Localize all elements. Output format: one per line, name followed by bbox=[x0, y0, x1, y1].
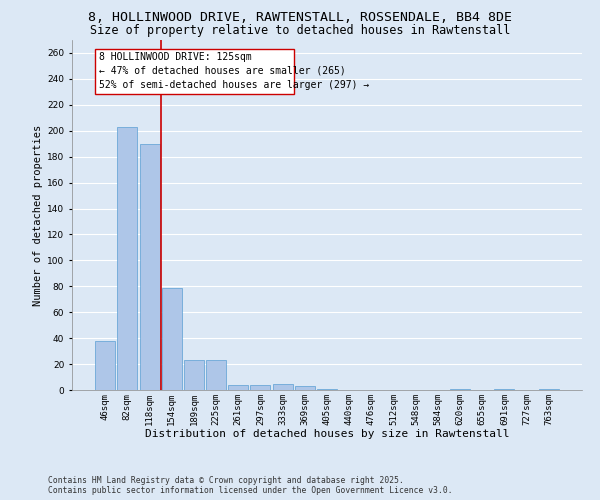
Bar bbox=[272, 384, 293, 390]
Bar bbox=[95, 340, 115, 390]
Y-axis label: Number of detached properties: Number of detached properties bbox=[33, 124, 43, 306]
Bar bbox=[450, 388, 470, 390]
Text: Size of property relative to detached houses in Rawtenstall: Size of property relative to detached ho… bbox=[90, 24, 510, 37]
Text: ← 47% of detached houses are smaller (265): ← 47% of detached houses are smaller (26… bbox=[98, 66, 345, 76]
Bar bbox=[494, 388, 514, 390]
Text: 52% of semi-detached houses are larger (297) →: 52% of semi-detached houses are larger (… bbox=[98, 80, 369, 90]
Bar bbox=[184, 360, 204, 390]
Bar bbox=[206, 360, 226, 390]
Bar bbox=[317, 388, 337, 390]
Bar bbox=[118, 127, 137, 390]
Bar bbox=[539, 388, 559, 390]
Bar bbox=[250, 385, 271, 390]
Text: 8, HOLLINWOOD DRIVE, RAWTENSTALL, ROSSENDALE, BB4 8DE: 8, HOLLINWOOD DRIVE, RAWTENSTALL, ROSSEN… bbox=[88, 11, 512, 24]
Bar bbox=[228, 385, 248, 390]
X-axis label: Distribution of detached houses by size in Rawtenstall: Distribution of detached houses by size … bbox=[145, 429, 509, 439]
Bar bbox=[162, 288, 182, 390]
Bar bbox=[140, 144, 160, 390]
Bar bbox=[295, 386, 315, 390]
Text: Contains HM Land Registry data © Crown copyright and database right 2025.
Contai: Contains HM Land Registry data © Crown c… bbox=[48, 476, 452, 495]
Text: 8 HOLLINWOOD DRIVE: 125sqm: 8 HOLLINWOOD DRIVE: 125sqm bbox=[98, 52, 251, 62]
Bar bbox=[95, 49, 294, 94]
